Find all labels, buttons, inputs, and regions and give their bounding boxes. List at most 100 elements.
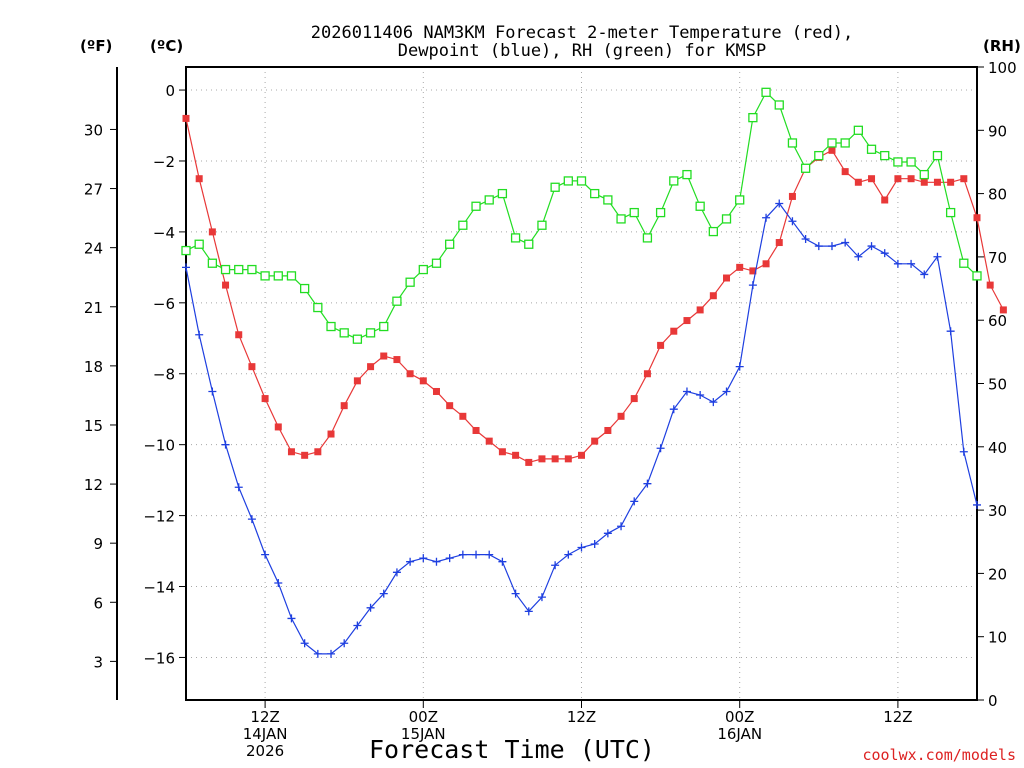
rh-point: [655, 207, 666, 218]
rh-point: [880, 150, 890, 161]
temperature-point: [683, 317, 691, 325]
dewpoint-point: [643, 479, 652, 488]
dewpoint-point: [880, 249, 889, 258]
dewpoint-point: [617, 522, 626, 531]
dewpoint-point: [221, 440, 230, 449]
rh-point: [181, 245, 191, 256]
rh-point: [814, 150, 824, 161]
dewpoint-point: [366, 603, 375, 612]
temperature-point: [498, 448, 506, 456]
dewpoint-point: [775, 199, 784, 208]
temperature-point: [261, 395, 269, 403]
fahrenheit-tick-label: 30: [84, 121, 103, 139]
temperature-point: [630, 395, 638, 403]
temperature-point: [854, 178, 862, 186]
dewpoint-point: [406, 557, 415, 566]
celsius-unit-label: (ºC): [150, 37, 183, 55]
temperature-point: [248, 363, 256, 371]
temperature-point: [591, 437, 599, 445]
dewpoint-point: [920, 270, 929, 279]
temperature-point: [287, 448, 295, 456]
rh-point: [827, 138, 837, 148]
dewpoint-point: [946, 327, 955, 336]
time-tick-label: 00Z: [409, 708, 438, 726]
rh-point: [286, 271, 297, 281]
temperature-point: [604, 426, 612, 434]
fahrenheit-unit-label: (ºF): [80, 37, 112, 55]
dewpoint-point: [564, 550, 573, 559]
temperature-point: [432, 387, 440, 395]
temperature-point: [182, 114, 190, 122]
fahrenheit-tick-label: 18: [84, 358, 103, 376]
temperature-point: [419, 377, 427, 385]
rh-point: [708, 226, 718, 237]
dewpoint-point: [682, 387, 691, 396]
dewpoint-point: [669, 405, 678, 414]
rh-tick-label: 20: [988, 565, 1007, 583]
dewpoint-point: [577, 543, 586, 552]
dewpoint-point: [313, 649, 322, 658]
rh-tick-label: 50: [988, 376, 1007, 394]
rh-tick-label: 30: [988, 502, 1007, 520]
temperature-point: [578, 451, 585, 459]
rh-point: [945, 207, 956, 218]
fahrenheit-tick-label: 24: [84, 240, 103, 258]
fahrenheit-tick-label: 27: [84, 181, 103, 199]
dewpoint-point: [814, 242, 823, 251]
celsius-tick-label: 0: [165, 82, 175, 100]
rh-tick-label: 80: [988, 186, 1007, 204]
temperature-point: [894, 175, 902, 183]
temperature-point: [920, 178, 928, 186]
temperature-point: [947, 178, 955, 186]
rh-point: [234, 264, 244, 275]
rh-tick-label: 70: [988, 249, 1007, 267]
rh-point: [326, 321, 336, 332]
celsius-tick-label: −16: [143, 649, 175, 667]
temperature-point: [564, 455, 572, 463]
dewpoint-point: [630, 497, 639, 506]
x-axis-title: Forecast Time (UTC): [369, 735, 655, 764]
temperature-point: [986, 281, 994, 289]
dewpoint-point: [735, 362, 744, 371]
temperature-point: [274, 423, 282, 431]
rh-point: [735, 195, 745, 205]
dewpoint-point: [867, 242, 876, 251]
rh-point: [774, 100, 784, 110]
rh-point: [761, 87, 771, 97]
temperature-point: [841, 168, 849, 176]
dewpoint-point: [656, 444, 665, 453]
dewpoint-point: [261, 550, 270, 559]
dewpoint-point: [498, 557, 507, 566]
fahrenheit-tick-label: 3: [93, 653, 103, 671]
dewpoint-point: [419, 554, 428, 563]
dewpoint-point: [959, 447, 968, 456]
dewpoint-point: [392, 568, 401, 577]
time-tick-label: 15JAN: [401, 725, 446, 743]
temperature-point: [551, 455, 559, 463]
rh-point: [260, 271, 270, 281]
temperature-point: [353, 377, 361, 385]
temperature-point: [960, 175, 968, 183]
dewpoint-point: [762, 213, 771, 222]
dewpoint-point: [603, 529, 612, 538]
rh-point: [537, 220, 547, 230]
fahrenheit-tick-label: 21: [84, 299, 103, 317]
rh-point: [748, 112, 758, 123]
temperature-point: [195, 175, 203, 183]
fahrenheit-tick-label: 9: [93, 535, 103, 553]
rh-point: [787, 138, 798, 148]
temperature-point: [933, 178, 941, 186]
rh-point: [220, 264, 231, 275]
rh-point: [458, 220, 468, 230]
dewpoint-point: [841, 238, 850, 247]
temperature-point: [999, 306, 1007, 314]
dewpoint-point: [788, 217, 797, 226]
dewpoint-point: [709, 398, 718, 407]
time-tick-label: 16JAN: [717, 725, 762, 743]
rh-point: [866, 144, 877, 154]
temperature-point: [643, 370, 651, 378]
dewpoint-point: [300, 639, 309, 648]
temperature-point: [828, 146, 836, 154]
dewpoint-point: [485, 550, 494, 559]
temperature-point: [736, 263, 744, 271]
